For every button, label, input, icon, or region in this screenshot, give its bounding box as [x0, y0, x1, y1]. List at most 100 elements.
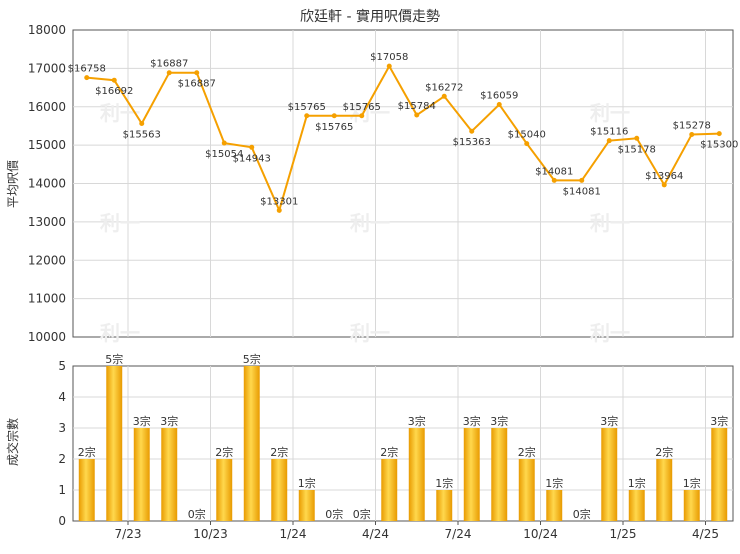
watermark: 利一: [350, 321, 390, 345]
count-data-label: 5宗: [105, 352, 123, 366]
price-point: [634, 135, 640, 141]
price-tick-label: 12000: [28, 253, 66, 267]
x-tick-label: 7/23: [115, 527, 142, 541]
price-data-label: $15178: [618, 144, 656, 155]
price-data-label: $16887: [178, 79, 216, 90]
price-data-label: $14081: [535, 166, 573, 177]
count-bar: [216, 459, 233, 521]
count-bar: [436, 490, 453, 521]
watermark: 利一: [590, 101, 630, 125]
count-bar: [106, 366, 123, 521]
price-data-label: $16887: [150, 59, 188, 70]
count-data-label: 0宗: [188, 507, 206, 521]
price-data-label: $16272: [425, 82, 463, 93]
price-point: [84, 75, 90, 81]
count-data-label: 1宗: [683, 476, 701, 490]
x-tick-label: 1/25: [610, 527, 637, 541]
count-axis-label: 成交宗數: [5, 418, 20, 466]
count-data-label: 3宗: [600, 414, 618, 428]
price-data-label: $15278: [673, 120, 711, 131]
x-tick-label: 10/24: [523, 527, 558, 541]
price-tick-label: 15000: [28, 138, 66, 152]
watermark: 利一: [590, 211, 630, 235]
count-data-label: 3宗: [133, 414, 151, 428]
count-data-label: 0宗: [573, 507, 591, 521]
price-data-label: $17058: [370, 52, 408, 63]
price-data-label: $16059: [480, 90, 518, 101]
count-data-label: 1宗: [298, 476, 316, 490]
price-point: [579, 177, 585, 183]
count-bar: [518, 459, 535, 521]
price-data-label: $16758: [68, 64, 106, 75]
count-data-label: 2宗: [380, 445, 398, 459]
watermark: 利一: [100, 211, 140, 235]
price-data-label: $16692: [95, 86, 133, 97]
price-data-label: $15040: [508, 130, 546, 141]
count-data-label: 3宗: [710, 414, 728, 428]
transactions-panel: 0 1 2 3 4 5 2宗 5宗 3宗 3宗 0宗 2宗 5宗 2宗 1宗 0宗 0宗 2宗 3宗 1宗 3宗 3宗 2宗…: [58, 352, 734, 541]
price-point: [249, 144, 255, 150]
count-data-label: 2宗: [655, 445, 673, 459]
watermark: 利一: [350, 101, 390, 125]
watermark: 利一: [100, 101, 140, 125]
price-point: [606, 138, 612, 144]
count-bar: [381, 459, 398, 521]
price-point: [386, 63, 392, 69]
x-tick-label: 4/25: [692, 527, 719, 541]
price-axis-label: 平均呎價: [6, 160, 20, 208]
price-point: [359, 113, 365, 119]
x-tick-label: 4/24: [362, 527, 389, 541]
price-tick-label: 13000: [28, 215, 66, 229]
price-point: [304, 113, 310, 119]
price-data-label: $13301: [260, 196, 298, 207]
price-data-label: $15363: [453, 137, 491, 148]
price-tick-label: 18000: [28, 23, 66, 37]
count-tick-label: 0: [58, 514, 66, 528]
x-tick-label: 10/23: [193, 527, 228, 541]
price-point: [276, 207, 282, 213]
count-data-label: 1宗: [628, 476, 646, 490]
count-bar: [683, 490, 700, 521]
price-data-label: $13964: [645, 171, 683, 182]
price-point: [716, 131, 722, 137]
count-bar: [271, 459, 288, 521]
x-tick-label: 1/24: [280, 527, 307, 541]
price-tick-label: 11000: [28, 292, 66, 306]
count-data-label: 3宗: [160, 414, 178, 428]
price-data-label: $15765: [288, 102, 326, 113]
price-point: [441, 93, 447, 99]
price-point: [469, 128, 475, 134]
count-bar: [463, 428, 480, 521]
price-tick-label: 17000: [28, 61, 66, 75]
count-data-label: 0宗: [325, 507, 343, 521]
price-point: [496, 101, 502, 107]
count-tick-label: 1: [58, 483, 66, 497]
price-point: [551, 177, 557, 183]
count-data-label: 3宗: [463, 414, 481, 428]
count-data-label: 2宗: [215, 445, 233, 459]
count-tick-label: 5: [58, 359, 66, 373]
chart-title: 欣廷軒 - 實用呎價走勢: [300, 8, 440, 25]
watermark: 利一: [100, 321, 140, 345]
price-data-label: $15563: [123, 130, 161, 141]
count-bar: [298, 490, 315, 521]
count-bar: [161, 428, 178, 521]
count-bar: [133, 428, 150, 521]
count-bar: [546, 490, 563, 521]
price-tick-label: 16000: [28, 100, 66, 114]
price-data-label: $15765: [343, 102, 381, 113]
count-bar: [243, 366, 260, 521]
price-tick-label: 14000: [28, 177, 66, 191]
count-data-label: 2宗: [518, 445, 536, 459]
price-point: [139, 121, 145, 127]
x-tick-label: 7/24: [445, 527, 472, 541]
price-panel: 10000 11000 12000 13000 14000 15000 16000 17000…: [28, 23, 739, 445]
price-point: [524, 141, 530, 147]
count-data-label: 2宗: [78, 445, 96, 459]
count-tick-label: 3: [58, 421, 66, 435]
count-data-label: 0宗: [353, 507, 371, 521]
count-bar: [78, 459, 95, 521]
count-bar: [408, 428, 425, 521]
count-bar: [491, 428, 508, 521]
